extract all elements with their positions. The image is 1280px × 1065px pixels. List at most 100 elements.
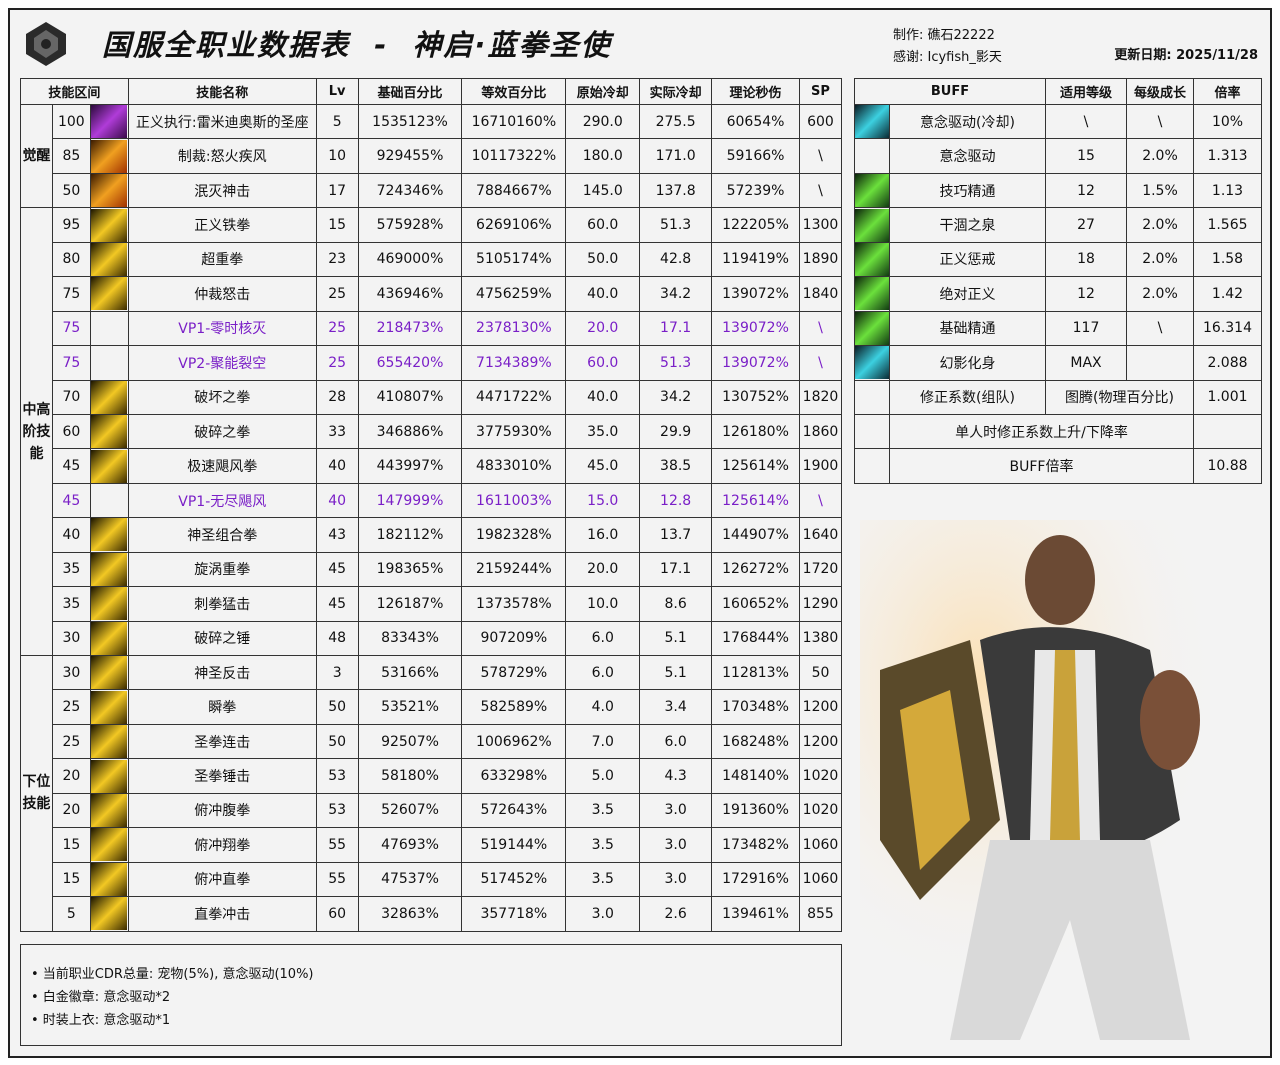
skill-sp: 1060 bbox=[798, 827, 843, 863]
skill-base: 92507% bbox=[357, 723, 463, 760]
skill-name: 制裁:怒火疾风 bbox=[127, 138, 317, 174]
buff-rate: 2.088 bbox=[1193, 345, 1262, 381]
buff-icon-cell bbox=[854, 207, 890, 243]
skill-icon-cell bbox=[89, 310, 129, 347]
skill-sp: \ bbox=[798, 172, 843, 209]
skill-acd: 4.3 bbox=[639, 758, 713, 794]
skill-lv: 55 bbox=[315, 861, 359, 898]
skill-sp: 1060 bbox=[798, 861, 843, 898]
skill-base: 218473% bbox=[357, 310, 463, 347]
buff-growth: 2.0% bbox=[1126, 138, 1194, 174]
buff-row: 基础精通 117 \ 16.314 bbox=[854, 310, 1262, 347]
skill-name: 正义执行:雷米迪奥斯的圣座 bbox=[127, 103, 317, 140]
skill-sp: 1200 bbox=[798, 689, 843, 725]
skill-level: 75 bbox=[51, 310, 91, 347]
skill-icon-cell bbox=[89, 379, 129, 415]
skill-name: 旋涡重拳 bbox=[127, 551, 317, 588]
skill-row: 60 破碎之拳 33 346886% 3775930% 35.0 29.9 126180% 18… bbox=[21, 413, 843, 450]
notes-box: • 当前职业CDR总量: 宠物(5%), 意念驱动(10%) • 白金徽章: 意… bbox=[20, 944, 842, 1046]
buff-lvl: MAX bbox=[1045, 345, 1127, 381]
buff-summary-row: 单人时修正系数上升/下降率 bbox=[854, 413, 1262, 450]
skill-dps: 139072% bbox=[711, 310, 800, 347]
skill-icon-cell bbox=[89, 723, 129, 760]
buff-growth: 1.5% bbox=[1126, 172, 1194, 209]
buff-total-label: BUFF倍率 bbox=[889, 448, 1194, 484]
skill-row: 70 破坏之拳 28 410807% 4471722% 40.0 34.2 130752% 18… bbox=[21, 379, 843, 415]
buff-icon-cell bbox=[854, 241, 890, 278]
buff-lvl: \ bbox=[1045, 103, 1127, 140]
skill-row: 15 俯冲直拳 55 47537% 517452% 3.5 3.0 172916% 1060 bbox=[21, 861, 843, 898]
skill-cd: 16.0 bbox=[565, 517, 641, 553]
skill-sp: \ bbox=[798, 310, 843, 347]
skill-dps: 125614% bbox=[711, 448, 800, 484]
col-header: 等效百分比 bbox=[461, 78, 567, 105]
skill-row: 35 刺拳猛击 45 126187% 1373578% 10.0 8.6 160652% 129… bbox=[21, 586, 843, 622]
col-header: 每级成长 bbox=[1126, 78, 1194, 105]
buff-row: 正义惩戒 18 2.0% 1.58 bbox=[854, 241, 1262, 278]
skill-sp: 1900 bbox=[798, 448, 843, 484]
skill-base: 47537% bbox=[357, 861, 463, 898]
skill-cd: 6.0 bbox=[565, 620, 641, 657]
skill-dps: 168248% bbox=[711, 723, 800, 760]
skill-dps: 122205% bbox=[711, 207, 800, 243]
skill-table: 技能区间 技能名称 Lv 基础百分比 等效百分比 原始冷却 实际冷却 理论秒伤 … bbox=[20, 78, 843, 932]
buff-name: 绝对正义 bbox=[889, 276, 1046, 312]
skill-sp: 1020 bbox=[798, 792, 843, 829]
buff-icon-cell bbox=[854, 310, 890, 347]
skill-eq: 6269106% bbox=[461, 207, 567, 243]
skill-acd: 17.1 bbox=[639, 310, 713, 347]
skill-name: 超重拳 bbox=[127, 241, 317, 278]
skill-group-label: 觉醒 bbox=[20, 103, 53, 209]
skill-eq: 4833010% bbox=[461, 448, 567, 484]
buff-lvl: 18 bbox=[1045, 241, 1127, 278]
skill-level: 60 bbox=[51, 413, 91, 450]
buff-growth: \ bbox=[1126, 103, 1194, 140]
skill-row: 下位技能 30 神圣反击 3 53166% 578729% 6.0 5.1 112813% 50 bbox=[20, 654, 843, 932]
skill-icon-cell bbox=[89, 103, 129, 140]
skill-row: 25 圣拳连击 50 92507% 1006962% 7.0 6.0 168248% 1200 bbox=[21, 723, 843, 760]
skill-name: 俯冲翔拳 bbox=[127, 827, 317, 863]
buff-lvl: 15 bbox=[1045, 138, 1127, 174]
buff-row: 绝对正义 12 2.0% 1.42 bbox=[854, 276, 1262, 312]
skill-row: 85 制裁:怒火疾风 10 929455% 10117322% 180.0 171.0 591… bbox=[21, 138, 843, 174]
buff-rate: 1.13 bbox=[1193, 172, 1262, 209]
skill-cd: 45.0 bbox=[565, 448, 641, 484]
skill-dps: 119419% bbox=[711, 241, 800, 278]
skill-lv: 15 bbox=[315, 207, 359, 243]
skill-lv: 23 bbox=[315, 241, 359, 278]
skill-lv: 50 bbox=[315, 689, 359, 725]
skill-lv: 53 bbox=[315, 792, 359, 829]
skill-base: 47693% bbox=[357, 827, 463, 863]
skill-level: 85 bbox=[51, 138, 91, 174]
skill-level: 15 bbox=[51, 861, 91, 898]
skill-row: 75 VP1-零时核灭 25 218473% 2378130% 20.0 17.1 13907… bbox=[21, 310, 843, 347]
skill-level: 25 bbox=[51, 723, 91, 760]
skill-name: 极速飓风拳 bbox=[127, 448, 317, 484]
col-header: 技能名称 bbox=[127, 78, 317, 105]
skill-icon-cell bbox=[89, 138, 129, 174]
skill-eq: 10117322% bbox=[461, 138, 567, 174]
skill-name: 破碎之拳 bbox=[127, 413, 317, 450]
skill-row: 20 圣拳锤击 53 58180% 633298% 5.0 4.3 148140% 1020 bbox=[21, 758, 843, 794]
note-line: • 时装上衣: 意念驱动*1 bbox=[31, 1013, 171, 1028]
skill-cd: 60.0 bbox=[565, 207, 641, 243]
skill-dps: 139072% bbox=[711, 276, 800, 312]
skill-dps: 170348% bbox=[711, 689, 800, 725]
empty-cell bbox=[854, 413, 890, 450]
col-header: Lv bbox=[315, 78, 359, 105]
skill-cd: 180.0 bbox=[565, 138, 641, 174]
buff-icon bbox=[855, 105, 889, 139]
skill-group-label: 下位技能 bbox=[20, 655, 53, 932]
skill-base: 469000% bbox=[357, 241, 463, 278]
skill-name: 神圣组合拳 bbox=[127, 517, 317, 553]
buff-lvl: 27 bbox=[1045, 207, 1127, 243]
skill-dps: 126180% bbox=[711, 413, 800, 450]
buff-summary-row: BUFF倍率 10.88 bbox=[854, 448, 1262, 484]
note-line: • 当前职业CDR总量: 宠物(5%), 意念驱动(10%) bbox=[31, 967, 314, 982]
skill-icon bbox=[91, 449, 128, 483]
skill-sp: 1380 bbox=[798, 620, 843, 657]
skill-eq: 7134389% bbox=[461, 345, 567, 381]
skill-level: 30 bbox=[51, 654, 91, 691]
col-header: 倍率 bbox=[1193, 78, 1262, 105]
skill-icon-cell bbox=[89, 827, 129, 863]
